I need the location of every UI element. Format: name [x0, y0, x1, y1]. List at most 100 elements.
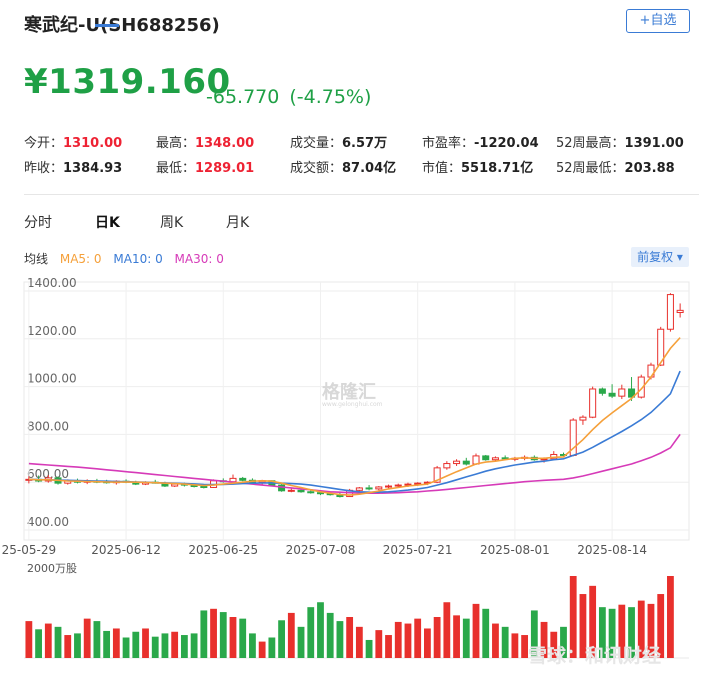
volume-bar: [657, 594, 665, 658]
volume-bar: [394, 621, 402, 658]
stat-label: 今开：: [24, 136, 64, 151]
x-tick-label: 2025-07-21: [383, 543, 453, 557]
ma10-legend: MA10: 0: [113, 252, 163, 266]
volume-bar: [142, 628, 149, 658]
stat-item: 成交量：6.57万: [290, 132, 387, 151]
volume-bar: [268, 637, 276, 658]
candle-body: [482, 455, 490, 461]
stat-value: 1384.93: [63, 161, 123, 176]
volume-bar: [647, 603, 655, 658]
candle-body: [491, 457, 499, 461]
volume-bar: [375, 630, 383, 658]
volume-bar: [385, 635, 392, 658]
volume-bar: [414, 618, 422, 658]
stat-label: 成交量：: [290, 136, 343, 151]
volume-bar: [112, 628, 120, 658]
candle-body: [628, 388, 636, 398]
kline-chart[interactable]: 1400.001200.001000.00800.00600.00400.002…: [0, 270, 723, 675]
volume-bar: [637, 600, 645, 658]
stat-item: 成交额：87.04亿: [290, 157, 396, 176]
volume-bar: [190, 633, 198, 658]
volume-bar: [258, 641, 266, 658]
stat-label: 最高：: [156, 136, 196, 151]
volume-bar: [569, 576, 577, 658]
volume-bar: [317, 602, 324, 658]
volume-bar: [453, 615, 460, 658]
stock-title: 寒武纪-U(SH688256): [24, 15, 220, 36]
candle-body: [375, 486, 383, 490]
volume-bar: [151, 636, 159, 658]
stat-item: 昨收：1384.93: [24, 157, 122, 176]
candle-body: [404, 483, 412, 486]
candle-body: [385, 485, 393, 488]
candle-body: [501, 457, 509, 460]
tab-1[interactable]: 日K: [95, 215, 120, 231]
volume-bar: [278, 620, 285, 658]
volume-bar: [589, 585, 597, 658]
tab-0[interactable]: 分时: [24, 215, 52, 231]
volume-bar: [249, 633, 256, 658]
x-tick-label: 2025-06-12: [91, 543, 161, 557]
x-tick-label: 2025-08-01: [480, 543, 550, 557]
stat-item: 今开：1310.00: [24, 132, 122, 151]
ma5-line: [28, 337, 681, 496]
add-watchlist-button[interactable]: +自选: [626, 9, 690, 33]
ma-legend: 均线 MA5: 0 MA10: 0 MA30: 0: [24, 250, 232, 267]
volume-bar: [122, 637, 130, 658]
stat-value: 1348.00: [195, 136, 255, 151]
candle-body: [598, 388, 606, 394]
volume-bar: [472, 603, 480, 658]
volume-bar: [336, 621, 344, 658]
volume-bar: [618, 604, 626, 658]
volume-bar: [550, 631, 558, 658]
volume-bar: [161, 633, 169, 658]
candle-body: [394, 484, 402, 487]
y-tick-label: 1400.00: [27, 276, 77, 290]
stat-value: 1310.00: [63, 136, 123, 151]
candle-body: [579, 416, 587, 421]
x-tick-label: 2025-06-25: [188, 543, 258, 557]
ma30-legend: MA30: 0: [174, 252, 224, 266]
stat-value: 1289.01: [195, 161, 255, 176]
stat-item: 最高：1348.00: [156, 132, 254, 151]
volume-bar: [25, 621, 33, 658]
volume-bar: [608, 608, 616, 658]
volume-bar: [667, 576, 674, 658]
volume-bar: [103, 630, 111, 658]
active-tab-underline: [95, 24, 119, 27]
candle-body: [200, 486, 208, 489]
stat-value: 1391.00: [624, 136, 684, 151]
volume-bar: [433, 617, 441, 658]
volume-bar: [492, 623, 499, 658]
tab-3[interactable]: 月K: [226, 215, 250, 231]
volume-bar: [628, 607, 635, 658]
volume-bar: [326, 612, 334, 658]
candle-body: [637, 376, 645, 398]
volume-bar: [132, 631, 140, 658]
volume-bar: [404, 623, 412, 658]
volume-bar: [355, 626, 363, 658]
volume-bar: [239, 618, 247, 658]
stat-label: 市值：: [422, 161, 462, 176]
x-tick-label: 2025-07-08: [286, 543, 356, 557]
candle-body: [355, 487, 363, 491]
candle-body: [316, 492, 324, 495]
stat-label: 成交额：: [290, 161, 343, 176]
tab-2[interactable]: 周K: [160, 215, 184, 231]
volume-bar: [482, 608, 490, 658]
price-adjust-dropdown[interactable]: 前复权 ▾: [631, 247, 689, 267]
ma5-legend: MA5: 0: [59, 252, 102, 266]
volume-bar: [64, 635, 72, 658]
volume-bar: [229, 617, 237, 658]
volume-bar: [560, 626, 567, 658]
stat-value: 5518.71亿: [461, 161, 534, 176]
stat-label: 昨收：: [24, 161, 64, 176]
volume-bar: [579, 594, 587, 658]
volume-bar: [462, 618, 470, 658]
change-percent: (-4.75%): [289, 86, 372, 108]
stat-item: 市盈率：-1220.04: [422, 132, 539, 151]
stat-value: 203.88: [624, 161, 675, 176]
volume-bar: [44, 623, 52, 658]
volume-bar: [287, 612, 295, 658]
volume-bar: [443, 602, 451, 658]
